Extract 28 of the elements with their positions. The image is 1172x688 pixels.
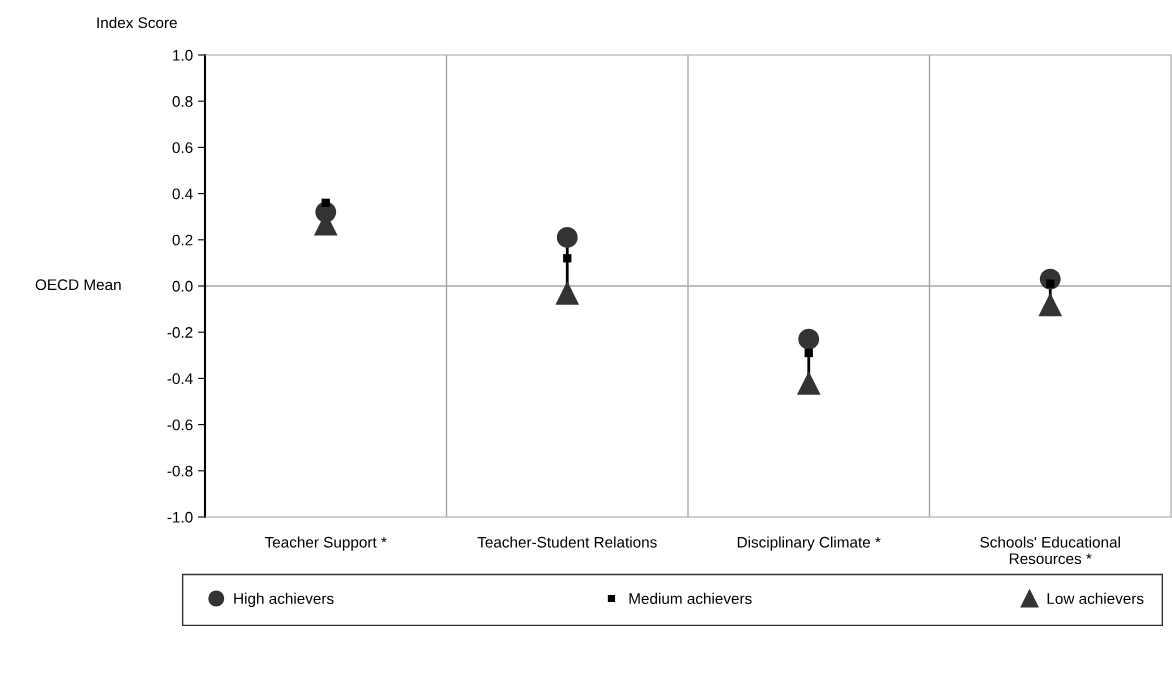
point	[555, 281, 580, 305]
y-tick-label: -0.2	[167, 327, 193, 338]
point	[796, 371, 821, 395]
y-tick-label: -0.8	[167, 465, 193, 477]
y-tick-label: 0.2	[172, 234, 193, 246]
point	[556, 227, 578, 248]
y-tick-label: -0.6	[167, 419, 193, 431]
legend-label: Low achievers	[1047, 592, 1144, 605]
y-tick-label: -0.4	[167, 373, 193, 385]
y-tick-label: 0.0	[172, 280, 193, 292]
legend-label: Medium achievers	[629, 592, 752, 605]
y-tick-label: 1.0	[173, 49, 193, 61]
point	[563, 254, 572, 263]
x-tick-label: Teacher Support *	[264, 536, 387, 551]
point	[321, 198, 330, 208]
x-tick-label: Schools' Educational Resources *	[980, 536, 1120, 565]
y-axis-title: Index Score	[97, 16, 177, 29]
legend-label: High achievers	[234, 592, 334, 608]
x-tick-label: Disciplinary Climate *	[737, 536, 881, 551]
point	[804, 348, 813, 358]
y-tick-label: 0.8	[172, 96, 193, 107]
y-tick-label: 0.6	[172, 142, 193, 154]
y-tick-label: 0.4	[172, 188, 193, 200]
point	[798, 328, 820, 350]
y-tick-label: -1.0	[167, 511, 193, 523]
x-tick-label: Teacher-Student Relations	[477, 536, 657, 548]
point	[1038, 292, 1063, 317]
text: OECD Mean	[35, 279, 121, 291]
